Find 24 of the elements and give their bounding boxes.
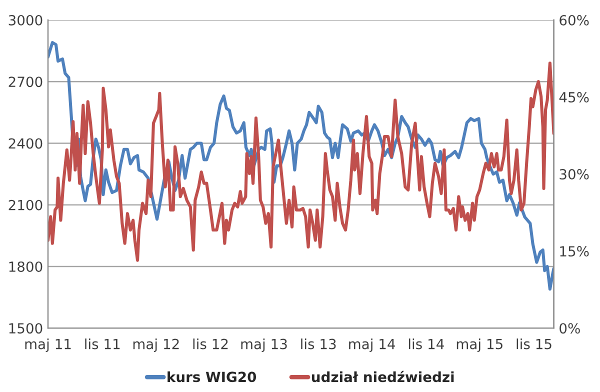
y2-tick-label: 60% bbox=[560, 14, 589, 26]
line-series bbox=[48, 62, 554, 262]
y-tick-label: 2400 bbox=[8, 138, 42, 149]
legend-label: kurs WIG20 bbox=[168, 371, 256, 382]
x-tick-label: maj 12 bbox=[133, 338, 179, 352]
y2-tick-label: 0% bbox=[560, 323, 580, 334]
x-tick-label: lis 13 bbox=[301, 338, 336, 350]
x-tick-label: maj 13 bbox=[241, 338, 287, 352]
legend-label: udział niedźwiedzi bbox=[312, 370, 454, 382]
x-tick-label: lis 12 bbox=[193, 338, 228, 350]
y-tick-label: 3000 bbox=[8, 14, 42, 26]
x-tick-label: maj 14 bbox=[349, 338, 396, 352]
x-tick-label: maj 15 bbox=[456, 338, 502, 352]
y-tick-label: 1800 bbox=[9, 261, 42, 272]
y2-tick-label: 15% bbox=[560, 246, 589, 257]
y-tick-label: 2100 bbox=[8, 200, 42, 210]
x-tick-label: maj 11 bbox=[25, 338, 71, 352]
y2-tick-label: 30% bbox=[560, 169, 589, 180]
y2-tick-label: 45% bbox=[559, 92, 589, 102]
x-tick-label: lis 14 bbox=[408, 338, 444, 350]
x-tick-label: lis 15 bbox=[516, 338, 552, 350]
y-tick-label: 1500 bbox=[9, 323, 42, 334]
y-tick-label: 2700 bbox=[8, 76, 42, 88]
x-tick-label: lis 11 bbox=[85, 338, 120, 350]
